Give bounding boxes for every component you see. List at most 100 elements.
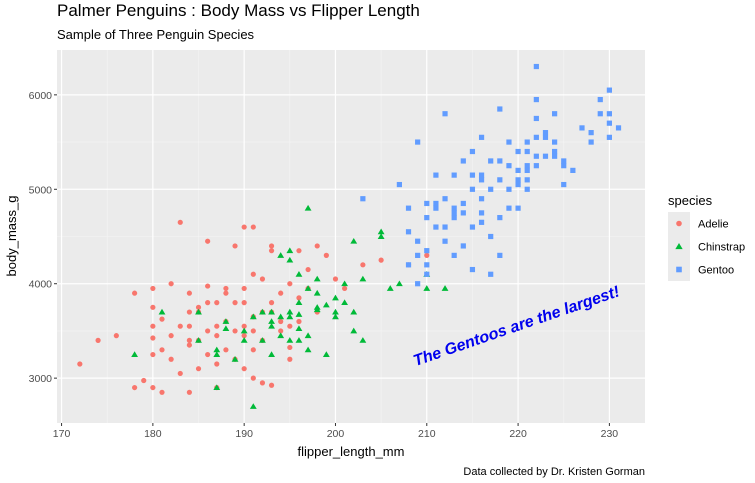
- data-point-adelie: [268, 382, 275, 388]
- data-point-gentoo: [524, 139, 530, 145]
- data-point-adelie: [195, 304, 202, 310]
- data-point-adelie: [268, 300, 275, 306]
- data-point-chinstrap: [286, 313, 294, 320]
- x-tick-label: 200: [327, 428, 345, 440]
- data-point-chinstrap: [213, 351, 221, 357]
- data-point-adelie: [296, 248, 302, 254]
- data-point-chinstrap: [222, 325, 230, 332]
- data-point-gentoo: [533, 96, 539, 103]
- data-point-gentoo: [542, 134, 549, 140]
- data-point-chinstrap: [377, 228, 385, 235]
- data-point-adelie: [132, 384, 138, 391]
- data-point-adelie: [378, 257, 384, 263]
- data-point-adelie: [241, 323, 247, 329]
- data-point-gentoo: [460, 158, 466, 164]
- data-point-gentoo: [515, 177, 521, 183]
- data-point-adelie: [205, 300, 211, 306]
- data-point-chinstrap: [268, 318, 275, 324]
- data-point-adelie: [305, 266, 311, 273]
- chart-subtitle: Sample of Three Penguin Species: [57, 27, 255, 42]
- legend: Adelie Chinstrap Gentoo: [668, 212, 745, 281]
- data-point-gentoo: [515, 205, 521, 211]
- data-point-chinstrap: [249, 403, 257, 409]
- data-point-gentoo: [488, 186, 494, 192]
- data-point-gentoo: [478, 210, 485, 216]
- data-point-chinstrap: [240, 337, 248, 343]
- data-point-gentoo: [451, 205, 457, 211]
- legend-label-gentoo: Gentoo: [698, 265, 734, 277]
- data-point-adelie: [250, 271, 256, 277]
- data-point-adelie: [186, 342, 192, 348]
- data-point-chinstrap: [350, 237, 358, 244]
- data-point-chinstrap: [359, 275, 367, 282]
- data-point-gentoo: [460, 200, 466, 207]
- data-point-adelie: [150, 323, 156, 329]
- data-point-adelie: [241, 285, 247, 292]
- data-point-chinstrap: [441, 285, 449, 291]
- data-point-gentoo: [506, 186, 512, 192]
- data-point-chinstrap: [195, 308, 202, 315]
- y-tick-label: 5000: [29, 184, 53, 196]
- data-point-adelie: [250, 375, 256, 381]
- data-point-chinstrap: [332, 294, 339, 301]
- data-point-chinstrap: [313, 289, 321, 296]
- data-point-chinstrap: [304, 285, 312, 291]
- data-point-gentoo: [606, 87, 612, 93]
- data-point-gentoo: [515, 148, 521, 155]
- data-point-gentoo: [497, 106, 503, 112]
- data-point-adelie: [259, 276, 266, 282]
- data-point-chinstrap: [332, 308, 339, 315]
- data-point-chinstrap: [131, 351, 139, 357]
- legend-symbol-gentoo: [676, 266, 682, 273]
- data-point-chinstrap: [158, 308, 166, 315]
- data-point-chinstrap: [259, 308, 266, 315]
- data-point-chinstrap: [304, 346, 312, 353]
- data-point-gentoo: [415, 238, 421, 244]
- data-point-chinstrap: [268, 351, 275, 357]
- data-point-gentoo: [405, 262, 412, 268]
- data-point-gentoo: [488, 271, 494, 277]
- data-point-gentoo: [488, 158, 494, 164]
- data-point-gentoo: [533, 134, 539, 140]
- data-point-chinstrap: [295, 325, 303, 332]
- data-point-adelie: [205, 328, 211, 334]
- data-point-adelie: [214, 323, 220, 329]
- data-point-adelie: [250, 328, 256, 334]
- data-point-chinstrap: [304, 332, 312, 339]
- data-point-gentoo: [469, 186, 476, 192]
- data-point-gentoo: [424, 262, 430, 268]
- data-point-adelie: [278, 328, 284, 334]
- data-point-gentoo: [433, 205, 439, 211]
- data-point-gentoo: [442, 111, 448, 117]
- data-point-adelie: [232, 243, 238, 249]
- data-point-adelie: [342, 285, 348, 292]
- data-point-adelie: [113, 333, 119, 339]
- data-point-chinstrap: [240, 327, 248, 334]
- data-point-gentoo: [478, 177, 485, 183]
- data-point-adelie: [186, 389, 192, 395]
- data-point-chinstrap: [295, 299, 303, 306]
- data-point-gentoo: [561, 181, 567, 188]
- data-point-adelie: [186, 309, 192, 315]
- data-point-adelie: [241, 366, 247, 372]
- minor-gridlines: [57, 50, 645, 423]
- data-point-gentoo: [451, 210, 457, 216]
- data-point-adelie: [268, 243, 275, 249]
- data-point-adelie: [278, 290, 284, 296]
- data-point-gentoo: [506, 205, 512, 211]
- data-point-chinstrap: [313, 306, 321, 313]
- data-point-adelie: [360, 262, 366, 268]
- data-point-chinstrap: [295, 271, 303, 277]
- data-point-gentoo: [570, 167, 576, 173]
- data-point-gentoo: [506, 163, 512, 169]
- x-tick-label: 210: [418, 428, 436, 440]
- data-point-chinstrap: [359, 337, 367, 343]
- legend-title: species: [668, 193, 713, 208]
- data-point-gentoo: [497, 252, 503, 258]
- x-tick-label: 190: [235, 428, 253, 440]
- x-tick-label: 230: [601, 428, 619, 440]
- data-point-gentoo: [433, 172, 439, 178]
- data-point-gentoo: [415, 281, 421, 287]
- data-point-gentoo: [524, 163, 530, 169]
